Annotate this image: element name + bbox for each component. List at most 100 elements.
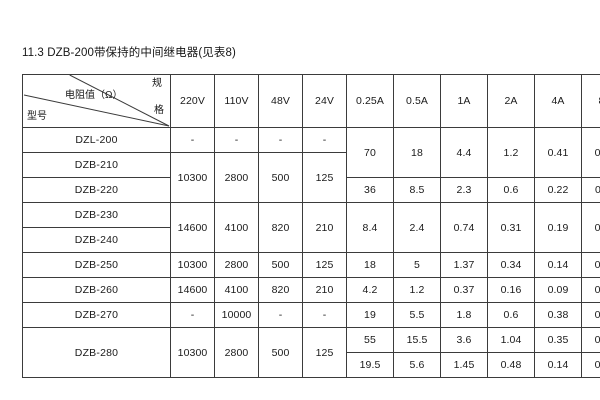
cell-dzb-210-4a: 0.41 — [534, 127, 582, 178]
cell-dzb-230-24v: 210 — [302, 202, 347, 253]
row-model-dzb-230: DZB-230 — [22, 202, 171, 228]
cell-dzb-280b-0.25a: 19.5 — [346, 352, 394, 378]
cell-dzb-230-48v: 820 — [258, 202, 303, 253]
cell-dzb-250-4a: 0.14 — [534, 252, 582, 278]
table-row: DZB-250 10300 2800 500 125 18 5 1.37 0.3… — [22, 252, 600, 278]
table-row: DZB-280 10300 2800 500 125 55 15.5 3.6 1… — [22, 327, 600, 378]
cell-dzb-280b-4a: 0.14 — [534, 352, 582, 378]
cell-dzb-280-220v: 10300 — [170, 327, 215, 378]
cell-dzb-220-1a: 2.3 — [440, 177, 488, 203]
cell-dzl-200-110v: - — [214, 127, 259, 153]
cell-dzb-250-110v: 2800 — [214, 252, 259, 278]
cell-dzb-260-4a: 0.09 — [534, 277, 582, 303]
cell-dzl-200-48v: - — [258, 127, 303, 153]
cell-dzb-270-1a: 1.8 — [440, 302, 488, 328]
cell-dzb-280-48v: 500 — [258, 327, 303, 378]
cell-dzb-280-110v: 2800 — [214, 327, 259, 378]
cell-dzl-200-220v: - — [170, 127, 215, 153]
cell-dzb-270-0.25a: 19 — [346, 302, 394, 328]
cell-dzb-280b-0.5a: 5.6 — [393, 352, 441, 378]
cell-dzb-230-1a: 0.74 — [440, 202, 488, 253]
cell-dzb-250-2a: 0.34 — [487, 252, 535, 278]
cell-dzb-250-0.5a: 5 — [393, 252, 441, 278]
table-row: DZB-220 36 8.5 2.3 0.6 0.22 0.11 — [22, 177, 600, 203]
cell-dzb-250-0.25a: 18 — [346, 252, 394, 278]
cell-dzb-270-0.5a: 5.5 — [393, 302, 441, 328]
cell-dzb-280-1a: 3.6 — [440, 327, 488, 353]
corner-label-spec-1: 规 — [152, 78, 162, 89]
column-header-220v: 220V — [170, 74, 215, 128]
cell-dzb-250-220v: 10300 — [170, 252, 215, 278]
cell-dzb-250-24v: 125 — [302, 252, 347, 278]
cell-dzb-260-220v: 14600 — [170, 277, 215, 303]
column-header-110v: 110V — [214, 74, 259, 128]
row-model-dzb-220: DZB-220 — [22, 177, 171, 203]
row-model-dzb-270: DZB-270 — [22, 302, 171, 328]
column-header-0.25a: 0.25A — [346, 74, 394, 128]
table-row: 19.5 5.6 1.45 0.48 0.14 0.06 — [23, 352, 600, 378]
cell-dzb-270-4a: 0.38 — [534, 302, 582, 328]
cell-dzl-200-24v: - — [302, 127, 347, 153]
row-model-dzb-280: DZB-280 — [22, 327, 171, 378]
cell-dzb-210-0.25a: 70 — [346, 127, 394, 178]
cell-dzb-230-8a: 0.09 — [581, 202, 600, 253]
diagonal-divider-icon — [23, 75, 170, 127]
cell-dzb-280-24v: 125 — [302, 327, 347, 378]
cell-dzb-210-220v: 10300 — [170, 152, 215, 203]
table-header: 规 格 电阻值（Ω） 型号 220V 110V 48V 24V 0.25A 0.… — [22, 74, 600, 128]
cell-dzb-260-1a: 0.37 — [440, 277, 488, 303]
column-header-2a: 2A — [487, 74, 535, 128]
corner-label-resistance: 电阻值（Ω） — [65, 90, 123, 101]
cell-dzb-280b-1a: 1.45 — [440, 352, 488, 378]
cell-dzb-250-1a: 1.37 — [440, 252, 488, 278]
row-model-dzb-240: DZB-240 — [22, 227, 171, 253]
relay-specification-table: 规 格 电阻值（Ω） 型号 220V 110V 48V 24V 0.25A 0.… — [22, 74, 600, 378]
cell-dzb-280b-2a: 0.48 — [487, 352, 535, 378]
cell-dzb-210-24v: 125 — [302, 152, 347, 203]
cell-dzb-260-110v: 4100 — [214, 277, 259, 303]
table-row: DZB-270 - 10000 - - 19 5.5 1.8 0.6 0.38 … — [22, 302, 600, 328]
row-model-dzb-260: DZB-260 — [22, 277, 171, 303]
cell-dzb-210-1a: 4.4 — [440, 127, 488, 178]
spec-table-container: 规 格 电阻值（Ω） 型号 220V 110V 48V 24V 0.25A 0.… — [22, 74, 600, 378]
cell-dzb-270-2a: 0.6 — [487, 302, 535, 328]
cell-dzb-260-24v: 210 — [302, 277, 347, 303]
cell-dzb-230-220v: 14600 — [170, 202, 215, 253]
cell-dzb-220-8a: 0.11 — [581, 177, 600, 203]
cell-dzb-260-8a: 0.04 — [581, 277, 600, 303]
column-header-4a: 4A — [534, 74, 582, 128]
column-header-48v: 48V — [258, 74, 303, 128]
cell-dzb-260-2a: 0.16 — [487, 277, 535, 303]
table-row: DZB-210 10300 2800 500 125 — [22, 152, 600, 203]
column-header-0.5a: 0.5A — [393, 74, 441, 128]
cell-dzb-230-0.25a: 8.4 — [346, 202, 394, 253]
cell-dzb-210-2a: 1.2 — [487, 127, 535, 178]
cell-dzb-280-2a: 1.04 — [487, 327, 535, 353]
cell-dzb-220-2a: 0.6 — [487, 177, 535, 203]
row-model-dzl-200: DZL-200 — [22, 127, 171, 153]
cell-dzb-270-24v: - — [302, 302, 347, 328]
corner-label-spec-2: 格 — [154, 105, 164, 116]
cell-dzb-270-8a: 0.28 — [581, 302, 600, 328]
cell-dzb-270-48v: - — [258, 302, 303, 328]
cell-dzb-280b-8a: 0.06 — [581, 352, 600, 378]
cell-dzb-210-0.5a: 18 — [393, 127, 441, 178]
page-title: 11.3 DZB-200带保持的中间继电器(见表8) — [22, 47, 236, 59]
cell-dzb-250-8a: 0.06 — [581, 252, 600, 278]
table-row: DZB-260 14600 4100 820 210 4.2 1.2 0.37 … — [22, 277, 600, 303]
cell-dzb-220-4a: 0.22 — [534, 177, 582, 203]
cell-dzb-280-8a: 0.16 — [581, 327, 600, 353]
table-row: DZB-230 14600 4100 820 210 8.4 2.4 0.74 … — [22, 202, 600, 253]
cell-dzb-230-2a: 0.31 — [487, 202, 535, 253]
cell-dzb-220-0.5a: 8.5 — [393, 177, 441, 203]
cell-dzb-210-110v: 2800 — [214, 152, 259, 203]
cell-dzb-270-220v: - — [170, 302, 215, 328]
corner-label-model: 型号 — [27, 111, 47, 122]
cell-dzb-280-4a: 0.35 — [534, 327, 582, 353]
row-model-dzb-210: DZB-210 — [22, 152, 171, 178]
cell-dzb-260-48v: 820 — [258, 277, 303, 303]
table-row: DZL-200 - - - - 70 18 4.4 1.2 0.41 0.22 — [22, 127, 600, 178]
cell-dzb-280-0.25a: 55 — [346, 327, 394, 353]
header-row: 规 格 电阻值（Ω） 型号 220V 110V 48V 24V 0.25A 0.… — [22, 74, 600, 128]
